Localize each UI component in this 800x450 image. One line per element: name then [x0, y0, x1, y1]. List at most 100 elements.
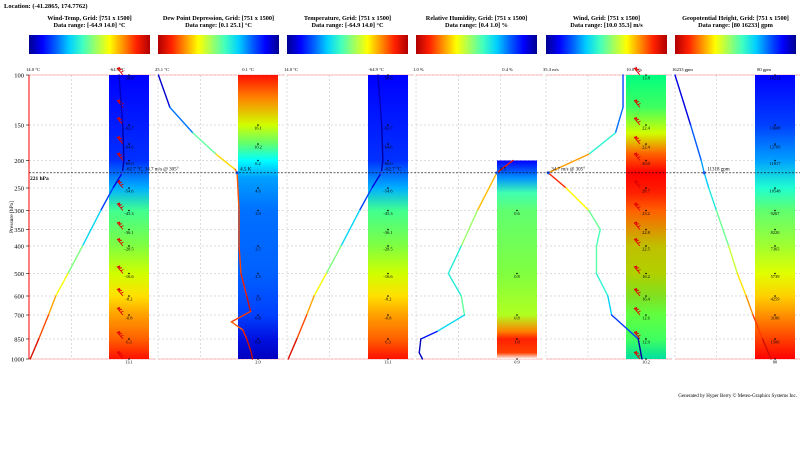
band-value-label: -36.1 [124, 230, 133, 235]
profile-segment [476, 172, 498, 212]
wind-barb [116, 152, 124, 161]
panel-2: Dew Point Depression, Grid: [751 x 1500]… [155, 15, 285, 365]
band-value-label: 10.2 [254, 145, 262, 150]
profile-segment [305, 295, 315, 316]
band-value-label: 80 [773, 360, 778, 365]
range-right-label: 0.1 °C [242, 67, 254, 72]
panel-3: Temperature, Grid: [751 x 1500]Data rang… [284, 15, 414, 365]
cursor-marker [495, 171, 499, 175]
panel-5: Wind, Grid: [751 x 1500]Data range: [10.… [543, 15, 672, 365]
profile-segment [296, 314, 308, 340]
band-marker [774, 143, 776, 145]
profile-segment [689, 124, 702, 162]
cursor-value-label: 4.5 K [240, 167, 252, 172]
profile-segment [703, 172, 710, 189]
pressure-tick-label: 400 [14, 243, 24, 250]
band-marker [774, 74, 776, 76]
band-marker [645, 272, 647, 275]
profile-segment [47, 295, 57, 316]
band-value-label: 12.6 [642, 316, 650, 321]
panel-subtitle: Data range: [80 16233] gpm [698, 22, 774, 29]
wind-barb [633, 180, 641, 189]
band-marker [387, 124, 389, 126]
band-marker [645, 187, 647, 189]
wind-barb [633, 152, 641, 161]
profile-segment [715, 209, 730, 247]
band-marker [645, 338, 647, 340]
pressure-tick-label: 700 [14, 313, 24, 320]
profile-segment [230, 310, 252, 323]
band-marker [387, 245, 389, 247]
band-value-label: -62.7 [124, 126, 134, 131]
profile-curve [547, 74, 643, 360]
profile-segment [460, 209, 479, 247]
profile-segment [595, 272, 609, 297]
profile-segment [745, 295, 754, 316]
cursor-value-label: 11318 gpm [707, 167, 730, 172]
profile-segment [588, 209, 601, 231]
band-value-label: -0.8 [385, 316, 393, 321]
band-value-label: -64.6 [124, 145, 134, 150]
range-right-label: 80 gpm [757, 67, 771, 72]
band-value-label: -8.2 [126, 296, 133, 301]
profile-segment [121, 159, 125, 174]
band-value-label: 1.0 [514, 339, 520, 344]
band-value-label: 10548 [770, 189, 782, 194]
wind-barb [633, 221, 641, 230]
profile-segment [238, 245, 242, 275]
profile-segment [230, 321, 244, 331]
wind-barb [633, 99, 641, 108]
band-marker [387, 143, 389, 145]
profile-segment [81, 209, 102, 247]
panel-subtitle: Data range: [0.1 25.1] °C [185, 22, 252, 29]
pressure-tick-label: 350 [14, 227, 24, 234]
pressure-tick-label: 1000 [11, 357, 24, 364]
band-marker [128, 338, 130, 340]
band-marker [645, 159, 647, 162]
profile-segment [55, 272, 69, 297]
profile-segment [192, 132, 217, 155]
band-value-label: -28.5 [383, 246, 393, 251]
profile-segment [29, 338, 40, 360]
profile-segment [371, 172, 382, 189]
band-value-label: 0.8 [255, 316, 261, 321]
profile-segment [313, 272, 328, 297]
band-marker [128, 187, 130, 189]
band-marker [774, 295, 776, 297]
band-marker [774, 358, 776, 360]
profile-segment [169, 106, 194, 134]
panel-title: Geopotential Height, Grid: [751 x 1500] [682, 15, 789, 22]
wind-barb [116, 202, 124, 211]
profile-segment [418, 351, 424, 360]
profile-segment [565, 187, 590, 212]
band-marker [257, 187, 259, 189]
pressure-tick-label: 150 [14, 123, 24, 130]
band-value-label: 2.5 [255, 246, 261, 251]
band-marker [128, 314, 130, 316]
band-value-label: 7365 [771, 246, 781, 251]
profile-segment [595, 228, 601, 247]
cursor-value-label: 34.7 m/s @ 305° [551, 167, 585, 172]
band-value-label: 2.0 [255, 360, 261, 365]
band-value-label: -64.6 [383, 145, 393, 150]
band-marker [128, 124, 130, 126]
profile-segment [588, 132, 617, 155]
profile-segment [325, 245, 342, 275]
band-marker [774, 124, 776, 126]
band-value-label: 30.0 [642, 161, 650, 166]
colorbar [675, 35, 796, 54]
panel-title: Relative Humidity, Grid: [751 x 1500] [426, 15, 527, 22]
panel-subtitle: Data range: [-64.9 14.0] °C [53, 22, 126, 29]
band-value-label: -58.8 [124, 76, 134, 81]
panel-title: Wind-Temp, Grid: [751 x 1500] [47, 15, 132, 22]
band-marker [387, 295, 389, 297]
band-value-label: 13.1 [125, 360, 133, 365]
range-left-label: 14.0 °C [26, 67, 40, 72]
band-value-label: 6.3 [385, 339, 391, 344]
panel-title: Temperature, Grid: [751 x 1500] [304, 15, 391, 22]
profile-segment [112, 172, 124, 189]
panel-title: Dew Point Depression, Grid: [751 x 1500] [163, 15, 274, 22]
wind-barb [116, 330, 124, 340]
